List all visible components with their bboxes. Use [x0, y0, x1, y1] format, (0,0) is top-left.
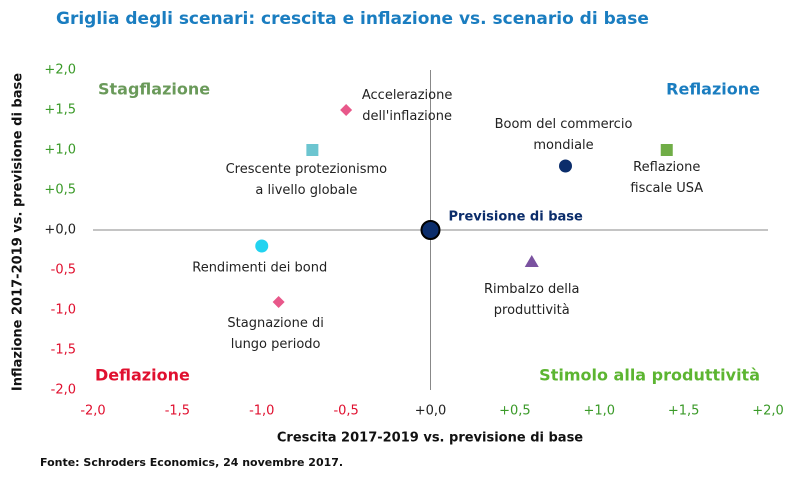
source-note: Fonte: Schroders Economics, 24 novembre …: [40, 456, 343, 469]
point: [272, 296, 285, 308]
x-tick-label: -1,5: [165, 404, 190, 419]
point: [559, 159, 572, 173]
point-label: Reflazione fiscale USA: [630, 160, 703, 196]
point-label: Previsione di base: [449, 210, 584, 225]
x-axis-title: Crescita 2017-2019 vs. previsione di bas…: [277, 431, 583, 446]
x-tick-label: +1,0: [583, 404, 615, 419]
point-label: Accelerazione dell'inflazione: [362, 88, 453, 124]
x-tick-label: +2,0: [752, 404, 784, 419]
y-tick-label: -0,5: [51, 263, 76, 278]
point-label: Rimbalzo della produttività: [484, 282, 580, 318]
x-tick-label: +0,0: [415, 404, 447, 419]
quadrant-label: Stimolo alla produttività: [539, 366, 760, 385]
y-tick-label: +1,5: [44, 103, 76, 118]
point: [660, 144, 673, 156]
quadrant-label: Deflazione: [95, 366, 190, 385]
point: [524, 255, 539, 267]
y-tick-label: +2,0: [44, 63, 76, 78]
y-tick-label: +1,0: [44, 143, 76, 158]
point: [340, 104, 353, 116]
x-tick-label: -0,5: [333, 404, 358, 419]
y-tick-label: -1,0: [51, 303, 76, 318]
x-tick-label: +1,5: [668, 404, 700, 419]
y-tick-label: -1,5: [51, 343, 76, 358]
y-tick-label: +0,5: [44, 183, 76, 198]
point-label: Stagnazione di lungo periodo: [227, 316, 323, 352]
quadrant-label: Stagflazione: [98, 80, 210, 99]
x-tick-label: -2,0: [80, 404, 105, 419]
point: [420, 220, 441, 240]
point: [255, 239, 269, 253]
x-tick-label: +0,5: [499, 404, 531, 419]
point: [306, 144, 319, 156]
y-tick-label: -2,0: [51, 383, 76, 398]
y-tick-label: +0,0: [44, 223, 76, 238]
point-label: Crescente protezionismo a livello globale: [226, 162, 388, 198]
point-label: Boom del commercio mondiale: [495, 117, 633, 153]
point-label: Rendimenti dei bond: [192, 261, 327, 276]
y-axis-title: Inflazione 2017-2019 vs. previsione di b…: [11, 73, 26, 391]
chart-title: Griglia degli scenari: crescita e inflaz…: [56, 9, 649, 29]
x-tick-label: -1,0: [249, 404, 274, 419]
quadrant-label: Reflazione: [666, 80, 760, 99]
